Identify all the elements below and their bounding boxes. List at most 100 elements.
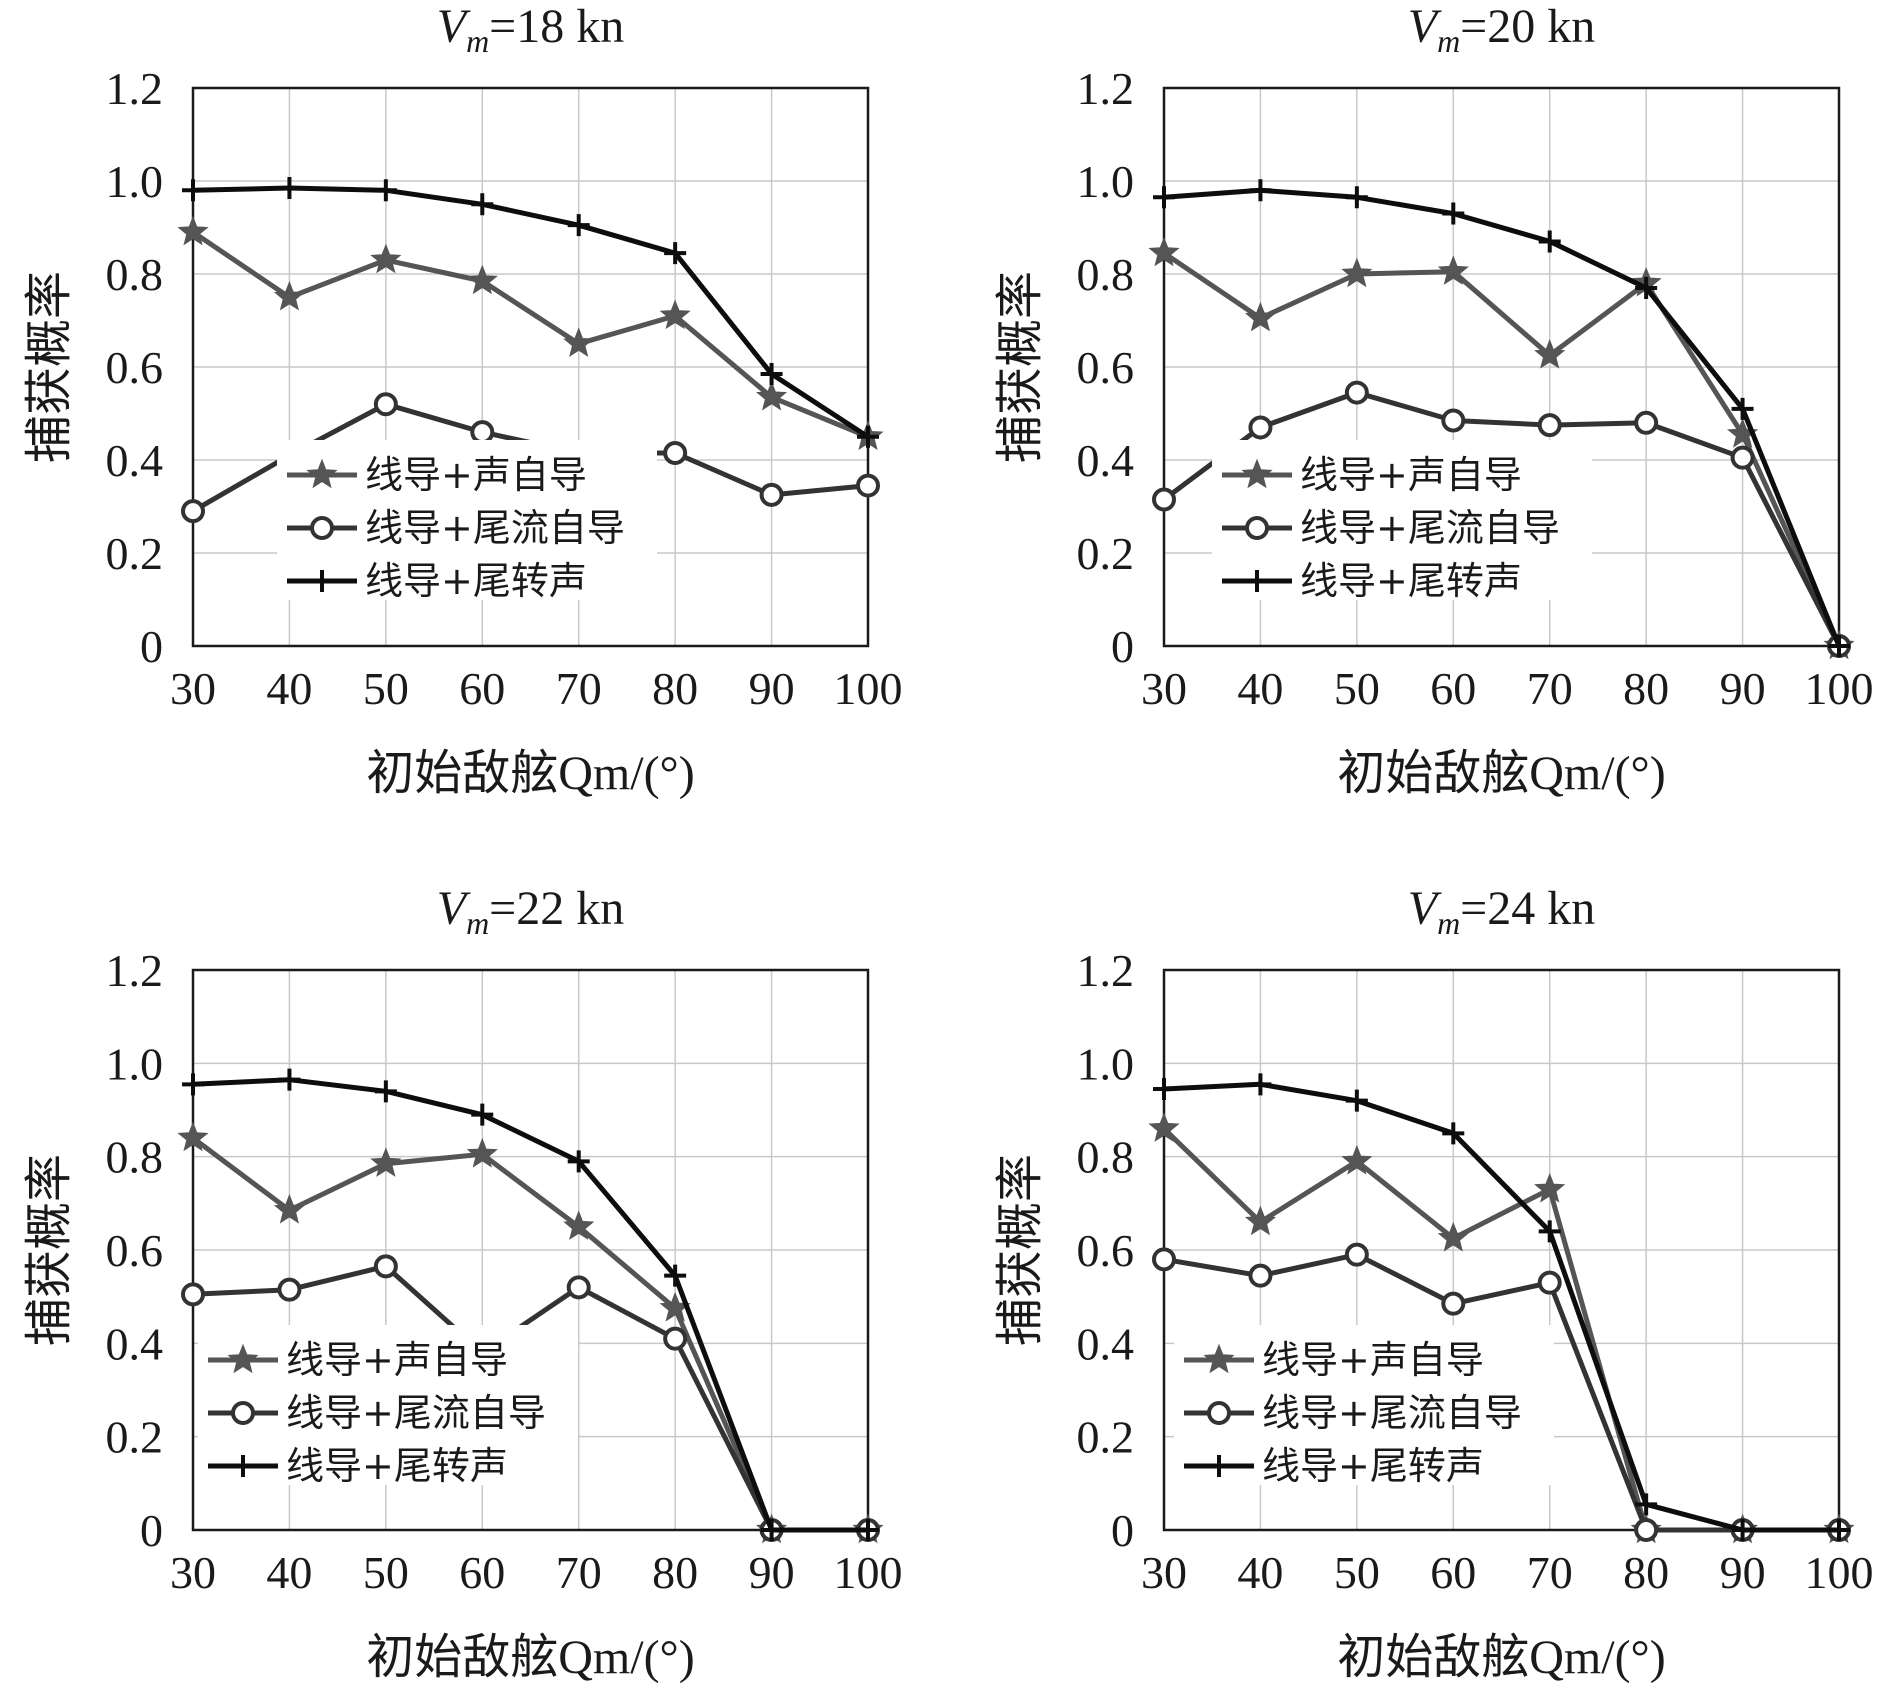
- series-plus: [1153, 1073, 1850, 1541]
- plot-frame: [1162, 86, 1841, 648]
- y-tick-label: 0.2: [106, 528, 164, 579]
- data-point-star: [1534, 1172, 1566, 1203]
- legend-marker-plus: [311, 570, 333, 592]
- data-point-plus: [182, 179, 204, 202]
- data-point-circle: [1730, 445, 1755, 470]
- x-tick-label: 100: [1805, 663, 1874, 714]
- data-point-circle: [470, 420, 495, 445]
- x-tick-label: 80: [652, 663, 698, 714]
- legend-label: 线导+尾流自导: [1262, 1391, 1522, 1435]
- data-point-plus: [1345, 186, 1368, 209]
- data-point-star: [1534, 339, 1566, 369]
- data-point-plus: [374, 179, 397, 202]
- legend-label: 线导+尾流自导: [365, 506, 625, 550]
- plot-frame: [191, 968, 870, 1532]
- legend-marker-circle: [1207, 1401, 1231, 1425]
- y-axis-label: 捕获概率: [994, 1154, 1047, 1346]
- data-point-star: [466, 1137, 498, 1168]
- x-tick-label: 50: [1334, 1547, 1380, 1598]
- data-point-circle: [1537, 413, 1562, 438]
- legend-label: 线导+声自导: [286, 1338, 508, 1382]
- x-tick-label: 50: [363, 1547, 409, 1598]
- x-tick-label: 40: [266, 663, 312, 714]
- x-tick-label: 100: [834, 663, 903, 714]
- data-point-circle: [566, 1275, 591, 1300]
- data-point-plus: [1345, 1089, 1368, 1112]
- x-tick-label: 60: [459, 1547, 505, 1598]
- y-tick-label: 0.4: [1077, 1318, 1135, 1369]
- chart-title: Vm=18 kn: [437, 0, 625, 59]
- data-point-circle: [759, 482, 784, 507]
- legend-marker-star: [1203, 1343, 1235, 1374]
- data-point-plus: [1249, 1073, 1272, 1096]
- legend-box: [1174, 1325, 1554, 1485]
- data-point-plus: [664, 1264, 687, 1287]
- data-point-star: [1437, 255, 1469, 285]
- series-plus: [182, 1068, 879, 1541]
- data-point-plus: [1153, 1078, 1175, 1100]
- x-tick-label: 50: [1334, 663, 1380, 714]
- chart-panel-3: 30 40 50 60 70 80 90 100 0 0.2 0.4 0.6 0.8 1.0 1.2 Vm=2…: [23, 882, 903, 1684]
- x-axis-label: 初始敌舷Qm/(°): [366, 747, 695, 800]
- data-point-circle: [1248, 415, 1273, 440]
- data-point-star: [563, 327, 595, 358]
- x-tick-label: 40: [266, 1547, 312, 1598]
- x-tick-label: 90: [749, 663, 795, 714]
- y-axis-label: 捕获概率: [23, 1154, 76, 1346]
- chart-title: Vm=22 kn: [437, 882, 625, 941]
- y-tick-label: 1.2: [106, 63, 164, 114]
- data-point-plus: [278, 1068, 301, 1091]
- data-point-plus: [1538, 230, 1561, 253]
- y-tick-label: 0.8: [1077, 1132, 1135, 1183]
- data-point-circle: [373, 1254, 398, 1279]
- data-point-circle: [1441, 408, 1466, 433]
- y-tick-label: 0: [140, 1505, 163, 1556]
- x-tick-label: 30: [1141, 1547, 1187, 1598]
- legend-label: 线导+尾转声: [1262, 1444, 1484, 1488]
- x-axis-label: 初始敌舷Qm/(°): [366, 1631, 695, 1684]
- x-tick-label: 60: [459, 663, 505, 714]
- y-tick-label: 1.2: [1077, 63, 1135, 114]
- legend-label: 线导+尾流自导: [1300, 506, 1560, 550]
- chart-panel-4: 30 40 50 60 70 80 90 100 0 0.2 0.4 0.6 0.8 1.0 1.2 Vm=2…: [994, 882, 1874, 1684]
- data-point-plus: [374, 1080, 397, 1103]
- series-line: [1163, 1081, 1839, 1533]
- y-tick-label: 0.2: [1077, 528, 1135, 579]
- y-tick-label: 0.4: [106, 1318, 164, 1369]
- y-tick-label: 0.8: [106, 1132, 164, 1183]
- chart-title: Vm=20 kn: [1408, 0, 1596, 59]
- legend-marker-star: [306, 458, 338, 489]
- data-point-star: [1244, 301, 1277, 332]
- x-tick-label: 80: [1623, 663, 1669, 714]
- data-point-plus: [760, 1519, 783, 1541]
- data-point-plus: [182, 1073, 204, 1096]
- data-point-circle: [373, 392, 398, 417]
- data-point-plus: [567, 1150, 590, 1173]
- x-tick-label: 50: [363, 663, 409, 714]
- x-tick-label: 70: [556, 1547, 602, 1598]
- legend-marker-plus: [1208, 1455, 1230, 1477]
- y-tick-label: 1.0: [106, 1038, 164, 1089]
- x-tick-label: 90: [1720, 663, 1766, 714]
- chart-title: Vm=24 kn: [1408, 882, 1596, 941]
- x-axis-label: 初始敌舷Qm/(°): [1337, 747, 1666, 800]
- legend-marker-circle: [1245, 516, 1269, 540]
- data-point-circle: [1344, 380, 1369, 405]
- data-point-star: [370, 243, 402, 274]
- legend-box: [277, 440, 657, 600]
- y-tick-label: 0.8: [1077, 249, 1135, 300]
- data-point-plus: [1828, 1519, 1850, 1541]
- data-point-circle: [1152, 487, 1176, 512]
- y-tick-label: 0.6: [1077, 1225, 1135, 1276]
- x-tick-label: 40: [1237, 663, 1283, 714]
- data-point-plus: [857, 1519, 879, 1541]
- y-tick-label: 1.0: [1077, 1038, 1135, 1089]
- data-point-star: [1341, 1144, 1373, 1175]
- data-point-circle: [1634, 410, 1659, 435]
- data-point-star: [273, 280, 306, 311]
- data-point-circle: [181, 499, 205, 524]
- y-tick-label: 0.4: [106, 435, 164, 486]
